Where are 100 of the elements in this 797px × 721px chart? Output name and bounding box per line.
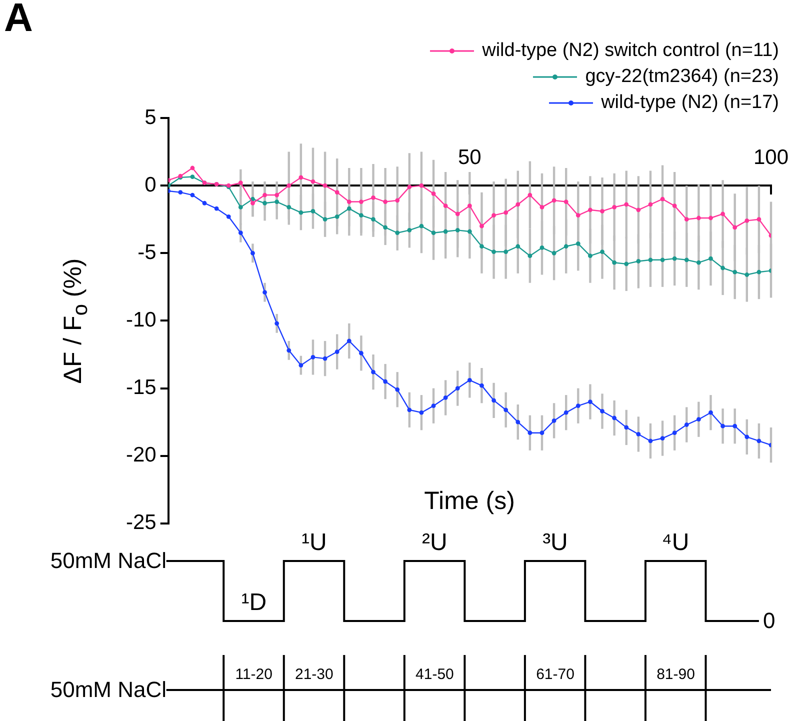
point <box>636 432 641 436</box>
point <box>552 198 556 203</box>
legend-label: wild-type (N2) switch control (n=11) <box>482 39 779 63</box>
point <box>346 338 352 344</box>
point <box>756 438 762 444</box>
point <box>419 224 424 228</box>
x-tick-label: 100 <box>753 146 789 169</box>
point <box>383 225 388 230</box>
point <box>612 204 617 210</box>
point <box>431 230 436 236</box>
y-tick-label: 5 <box>144 106 156 129</box>
point <box>504 210 508 215</box>
point <box>744 272 750 277</box>
text: 11-20 <box>235 666 272 682</box>
point <box>576 241 580 246</box>
point <box>395 387 400 392</box>
point <box>564 410 568 415</box>
point <box>600 250 604 254</box>
point <box>190 166 195 170</box>
point <box>504 250 508 254</box>
point <box>588 208 592 212</box>
text: ²U <box>422 529 448 557</box>
point <box>576 404 580 408</box>
point <box>540 204 544 210</box>
point <box>214 206 219 211</box>
point <box>540 246 544 250</box>
point <box>322 217 328 222</box>
point <box>744 218 750 223</box>
point <box>600 409 604 414</box>
point <box>636 259 641 264</box>
point <box>395 230 400 236</box>
point <box>684 258 689 262</box>
point <box>431 404 436 408</box>
point <box>540 430 544 436</box>
point <box>467 378 472 382</box>
point <box>298 210 304 215</box>
point <box>528 430 532 436</box>
point <box>516 420 520 424</box>
point <box>672 256 677 261</box>
point <box>443 396 448 400</box>
point <box>720 424 725 428</box>
point <box>383 379 388 384</box>
point <box>636 208 641 212</box>
point <box>334 350 340 354</box>
point <box>371 370 376 374</box>
point <box>286 183 292 188</box>
point <box>708 410 713 415</box>
point <box>359 350 364 356</box>
point <box>684 217 689 222</box>
text: A <box>4 0 33 41</box>
text: 21-30 <box>295 666 334 682</box>
x-tick-label: 50 <box>458 146 482 169</box>
point <box>310 354 316 360</box>
point <box>262 192 267 198</box>
point <box>612 260 617 265</box>
text: ³U <box>542 529 568 557</box>
point <box>383 200 388 204</box>
point <box>298 363 304 368</box>
point <box>262 200 267 206</box>
point <box>455 228 460 232</box>
point <box>334 190 340 195</box>
point <box>744 434 750 440</box>
point <box>310 179 316 184</box>
point <box>576 213 580 218</box>
point <box>720 212 725 216</box>
point <box>660 436 665 440</box>
text: 61-70 <box>536 666 574 682</box>
point <box>202 200 207 206</box>
point <box>298 175 304 180</box>
text: 81-90 <box>656 666 695 682</box>
point <box>552 418 556 423</box>
point <box>407 184 412 190</box>
point <box>588 254 592 258</box>
text: ¹D <box>241 589 267 617</box>
point <box>624 425 629 430</box>
point <box>274 321 280 326</box>
point <box>226 214 231 219</box>
point <box>322 183 328 188</box>
legend-label: wild-type (N2) (n=17) <box>601 91 779 115</box>
point <box>262 290 267 295</box>
text: 41-50 <box>416 666 454 682</box>
y-tick-label: -20 <box>126 444 156 467</box>
point <box>274 192 280 198</box>
point <box>708 256 713 261</box>
point <box>612 416 617 420</box>
text: ⁴U <box>662 529 690 557</box>
point <box>696 417 701 422</box>
point <box>419 410 424 415</box>
point <box>250 200 255 206</box>
point <box>346 206 352 211</box>
point <box>419 183 424 188</box>
point <box>696 260 701 265</box>
point <box>696 216 701 220</box>
point <box>322 356 328 361</box>
point <box>708 216 713 220</box>
text: 50mM NaCl <box>50 677 166 703</box>
point <box>624 262 629 266</box>
point <box>359 213 364 218</box>
point <box>286 348 292 353</box>
point <box>588 400 592 404</box>
